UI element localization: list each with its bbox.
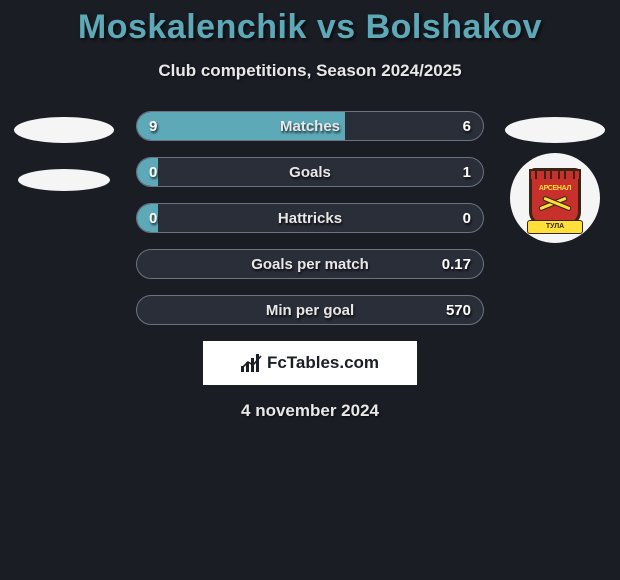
stat-label: Hattricks <box>137 204 483 232</box>
subtitle: Club competitions, Season 2024/2025 <box>0 61 620 81</box>
stat-value-left: 0 <box>149 158 157 186</box>
stat-value-right: 570 <box>446 296 471 324</box>
stat-value-right: 6 <box>463 112 471 140</box>
stat-row: Goals per match0.17 <box>136 249 484 279</box>
player-left-badges <box>8 111 120 217</box>
stat-label: Goals <box>137 158 483 186</box>
club-logo-right: АРСЕНАЛ ТУЛА <box>510 153 600 243</box>
stat-rows: Matches96Goals01Hattricks00Goals per mat… <box>136 111 484 325</box>
stat-label: Matches <box>137 112 483 140</box>
player-left-badge-1 <box>14 117 114 143</box>
stat-row: Matches9 6 <box>136 111 484 141</box>
crest-cannons-icon <box>536 197 574 215</box>
stat-row: Min per goal570 <box>136 295 484 325</box>
stats-area: АРСЕНАЛ ТУЛА Matches96Goals01Hattricks00… <box>0 111 620 325</box>
stat-value-right: 0 <box>463 204 471 232</box>
player-left-badge-2 <box>18 169 110 191</box>
brand-box: FcTables.com <box>203 341 417 385</box>
comparison-card: Moskalenchik vs Bolshakov Club competiti… <box>0 0 620 421</box>
crest-ribbon: ТУЛА <box>527 220 583 234</box>
stat-row: Goals0 1 <box>136 157 484 187</box>
stat-value-left: 9 <box>149 112 157 140</box>
stat-value-right: 0.17 <box>442 250 471 278</box>
date: 4 november 2024 <box>0 401 620 421</box>
player-right-badge-1 <box>505 117 605 143</box>
title: Moskalenchik vs Bolshakov <box>0 8 620 47</box>
player-right-badges: АРСЕНАЛ ТУЛА <box>490 111 620 243</box>
stat-label: Min per goal <box>137 296 483 324</box>
stat-row: Hattricks0 0 <box>136 203 484 233</box>
crest-text: АРСЕНАЛ <box>532 185 578 192</box>
club-crest: АРСЕНАЛ ТУЛА <box>519 162 591 234</box>
stat-value-right: 1 <box>463 158 471 186</box>
brand-text: FcTables.com <box>267 353 379 373</box>
stat-label: Goals per match <box>137 250 483 278</box>
brand-chart-icon <box>241 354 263 372</box>
stat-value-left: 0 <box>149 204 157 232</box>
crest-shield-icon: АРСЕНАЛ <box>529 168 581 226</box>
